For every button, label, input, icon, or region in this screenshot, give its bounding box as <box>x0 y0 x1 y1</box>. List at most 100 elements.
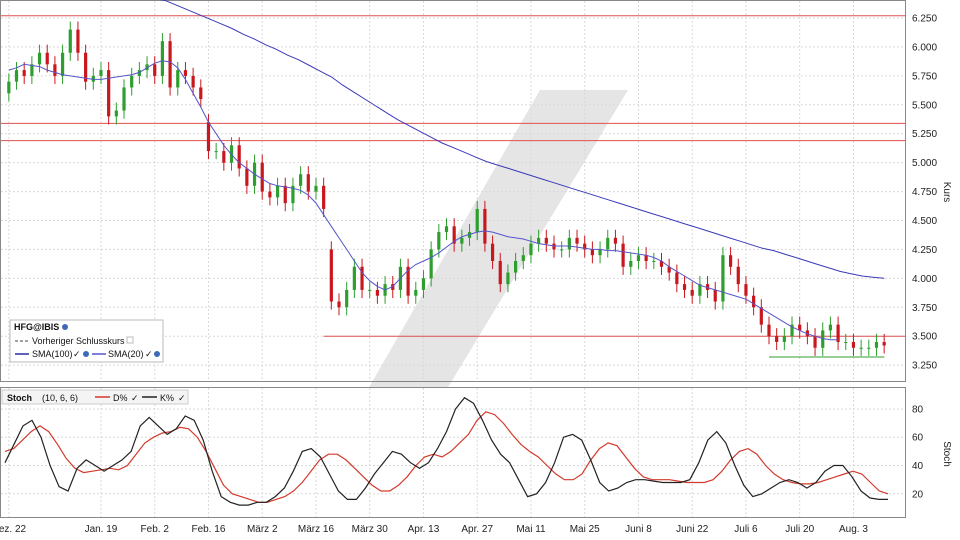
candle <box>245 160 249 194</box>
price-axis-label: Kurs <box>941 182 952 203</box>
candle <box>421 270 426 299</box>
x-tick-label: Juni 22 <box>676 524 709 535</box>
candle <box>621 235 625 275</box>
legend-d: D% <box>113 393 128 403</box>
candlesticks <box>7 21 886 356</box>
price-tick-label: 3.750 <box>912 303 937 314</box>
candle <box>529 235 533 264</box>
candle <box>475 200 479 241</box>
stoch-tick-label: 20 <box>912 489 924 500</box>
candle <box>37 44 42 73</box>
sma20-check-icon[interactable]: ✓ <box>145 349 153 359</box>
x-tick-label: Feb. 16 <box>192 524 226 535</box>
candle <box>437 223 441 258</box>
candle <box>275 177 280 206</box>
settings-icon[interactable] <box>62 324 68 330</box>
candle <box>91 67 95 90</box>
x-tick-label: Apr. 13 <box>408 524 440 535</box>
sma100-check-icon[interactable]: ✓ <box>73 349 81 359</box>
candle <box>498 252 502 293</box>
stoch-grid <box>1 388 905 517</box>
candle <box>68 21 72 61</box>
candle <box>153 56 157 84</box>
candle <box>836 316 840 351</box>
price-tick-label: 4.000 <box>912 274 937 285</box>
d-check-icon[interactable]: ✓ <box>131 393 139 403</box>
price-tick-label: 5.500 <box>912 100 937 111</box>
candle <box>805 322 809 345</box>
candle <box>552 235 556 258</box>
x-tick-label: Apr. 27 <box>461 524 493 535</box>
price-tick-label: 3.250 <box>912 361 937 372</box>
price-tick-label: 5.000 <box>912 158 937 169</box>
candle <box>813 328 817 356</box>
candle <box>222 142 226 171</box>
stoch-title: Stoch <box>7 393 32 403</box>
candle <box>22 62 26 84</box>
candle <box>467 223 472 246</box>
prev-close-checkbox[interactable] <box>126 336 134 344</box>
candle <box>444 218 449 241</box>
candle <box>506 264 510 293</box>
candle <box>667 258 671 281</box>
candle <box>314 177 318 200</box>
stoch-D-line <box>4 411 889 503</box>
candle <box>567 229 571 258</box>
candle <box>613 229 618 252</box>
legend-k: K% <box>160 393 174 403</box>
candle <box>291 177 295 212</box>
candle <box>122 79 126 119</box>
candle <box>575 229 579 252</box>
sma100-settings-icon[interactable] <box>83 351 89 357</box>
candle <box>7 73 11 102</box>
candle <box>306 166 310 200</box>
candle <box>160 33 165 84</box>
candle <box>214 142 218 160</box>
x-tick-label: März 2 <box>247 524 278 535</box>
candle <box>360 258 364 299</box>
candle <box>268 183 272 206</box>
candle <box>130 67 134 96</box>
candle <box>345 281 349 316</box>
candle <box>874 333 879 356</box>
x-axis: Dez. 22 Jan. 19 Feb. 2 Feb. 16 März 2 März 16… <box>0 524 868 535</box>
candle <box>537 229 541 252</box>
k-check-icon[interactable]: ✓ <box>178 393 186 403</box>
candle <box>60 44 65 84</box>
candle <box>329 241 333 310</box>
stoch-params: (10, 6, 6) <box>42 393 78 403</box>
candle <box>659 252 664 275</box>
candle <box>882 333 886 354</box>
candle <box>636 247 641 270</box>
sma20-line <box>8 60 839 341</box>
candle <box>713 281 717 310</box>
candle <box>322 177 326 218</box>
candle <box>606 229 610 258</box>
stoch-axis-label: Stoch <box>941 441 952 467</box>
candle <box>460 229 464 252</box>
stoch-y-axis-ticks: 80 60 40 20 <box>912 404 924 500</box>
candle <box>30 56 34 84</box>
candle <box>652 252 656 270</box>
price-tick-label: 6.000 <box>912 42 937 53</box>
legend-sma20: SMA(20) <box>108 349 144 359</box>
x-tick-label: März 16 <box>298 524 335 535</box>
candle <box>375 281 379 304</box>
candle <box>867 339 871 356</box>
price-tick-label: 6.250 <box>912 14 937 25</box>
candle <box>675 264 679 293</box>
stoch-K-line <box>4 396 888 506</box>
stoch-lines <box>4 396 889 506</box>
candle <box>590 241 594 264</box>
candle <box>99 62 103 84</box>
sma20-settings-icon[interactable] <box>154 351 160 357</box>
candle <box>483 200 487 252</box>
candle <box>859 339 863 356</box>
candle <box>337 293 341 316</box>
x-tick-label: Juni 8 <box>625 524 652 535</box>
candle <box>84 44 88 90</box>
candle <box>391 276 395 299</box>
candle <box>728 247 733 275</box>
price-legend: HFG@IBIS Vorheriger Schlusskurs SMA(100)… <box>9 319 164 363</box>
